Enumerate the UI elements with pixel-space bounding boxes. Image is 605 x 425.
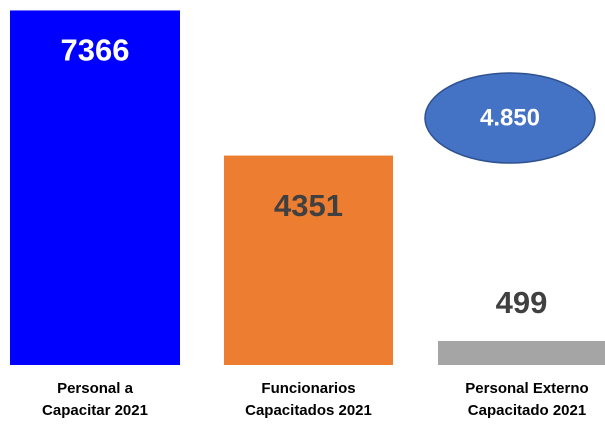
bar [224, 155, 393, 365]
bar [10, 10, 180, 366]
value-label: 499 [496, 285, 548, 320]
bar [438, 340, 605, 365]
x-tick-label: Funcionarios Capacitados 2021 [245, 380, 372, 419]
annotation-bubble [424, 72, 596, 164]
x-tick-label: Personal Externo Capacitado 2021 [465, 380, 589, 419]
annotation: 4.850 [480, 104, 540, 131]
x-tick-label: Personal a Capacitar 2021 [42, 380, 148, 419]
value-label: 4351 [274, 188, 343, 223]
value-label: 7366 [61, 33, 130, 68]
